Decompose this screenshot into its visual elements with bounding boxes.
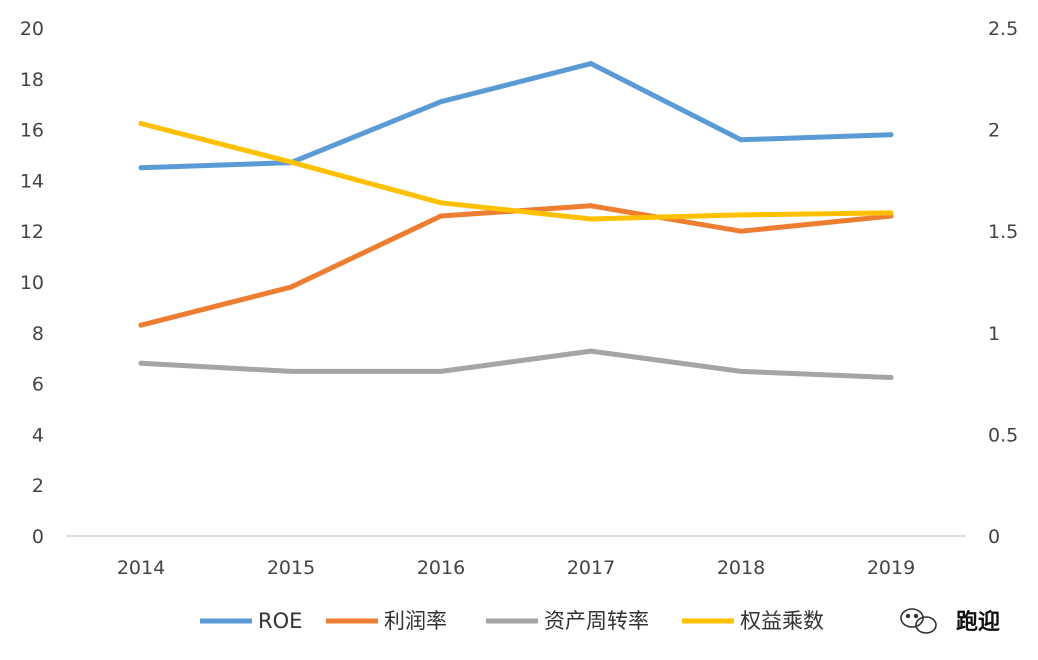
y-left-tick-label: 8 (32, 323, 44, 345)
data-point (888, 132, 894, 138)
data-point (288, 284, 294, 290)
x-tick-label: 2016 (417, 557, 465, 579)
legend-label: 权益乘数 (740, 609, 824, 633)
series-line-1 (138, 203, 894, 328)
y-right-tick-label: 2 (988, 120, 1000, 142)
data-point (888, 210, 894, 216)
y-left-tick-label: 20 (20, 18, 44, 40)
data-point (288, 159, 294, 165)
x-tick-label: 2014 (117, 557, 165, 579)
data-point (438, 368, 444, 374)
x-tick-label: 2018 (717, 557, 765, 579)
watermark-text: 跑迎 (956, 609, 1000, 635)
y-right-axis: 0 0.5 1 1.5 2 2.5 (988, 18, 1018, 548)
x-tick-label: 2017 (567, 557, 615, 579)
y-left-axis: 0 2 4 6 8 10 12 14 16 18 20 (20, 18, 44, 548)
data-point (738, 212, 744, 218)
y-left-tick-label: 6 (32, 374, 44, 396)
series-line-2 (138, 348, 894, 380)
series-line-0 (138, 61, 894, 171)
y-left-tick-label: 10 (20, 272, 44, 294)
y-right-tick-label: 0.5 (988, 424, 1018, 446)
y-left-tick-label: 16 (20, 120, 44, 142)
y-left-tick-label: 0 (32, 526, 44, 548)
data-point (888, 375, 894, 381)
y-right-tick-label: 1.5 (988, 221, 1018, 243)
legend: ROE 利润率 资产周转率 权益乘数 (200, 609, 824, 633)
y-left-tick-label: 4 (32, 424, 44, 446)
legend-label: ROE (258, 609, 302, 633)
x-tick-label: 2019 (867, 557, 915, 579)
y-left-tick-label: 18 (20, 69, 44, 91)
y-left-tick-label: 2 (32, 475, 44, 497)
data-point (738, 137, 744, 143)
data-point (588, 61, 594, 67)
data-point (438, 213, 444, 219)
x-axis: 2014 2015 2016 2017 2018 2019 (117, 557, 915, 579)
x-tick-label: 2015 (267, 557, 315, 579)
series-lines (138, 61, 894, 381)
data-point (738, 228, 744, 234)
series-line-3 (138, 121, 894, 222)
data-point (588, 216, 594, 222)
watermark: 跑迎 (900, 608, 1000, 635)
data-point (138, 165, 144, 171)
data-point (138, 121, 144, 127)
data-point (588, 348, 594, 354)
y-left-tick-label: 14 (20, 170, 44, 192)
y-right-tick-label: 0 (988, 526, 1000, 548)
legend-label: 资产周转率 (544, 609, 649, 633)
y-right-tick-label: 2.5 (988, 18, 1018, 40)
legend-label: 利润率 (384, 609, 447, 633)
y-right-tick-label: 1 (988, 323, 1000, 345)
data-point (288, 368, 294, 374)
data-point (438, 99, 444, 105)
data-point (588, 203, 594, 209)
y-left-tick-label: 12 (20, 221, 44, 243)
data-point (738, 368, 744, 374)
wechat-icon (900, 608, 937, 634)
data-point (438, 200, 444, 206)
data-point (138, 360, 144, 366)
data-point (138, 322, 144, 328)
